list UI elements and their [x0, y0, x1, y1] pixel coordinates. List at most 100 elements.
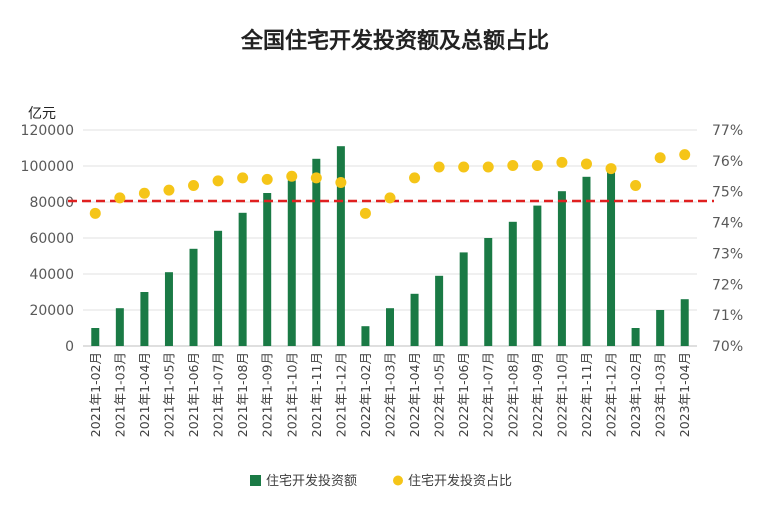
- x-tick-label: 2023年1-02月: [628, 352, 643, 437]
- dot: [310, 172, 322, 184]
- x-tick-label: 2021年1-08月: [235, 352, 250, 437]
- y-right-tick-label: 74%: [712, 216, 743, 232]
- dot: [531, 159, 543, 171]
- legend: 住宅开发投资额 住宅开发投资占比: [250, 473, 512, 489]
- bar: [557, 191, 566, 346]
- x-tick-label: 2022年1-02月: [358, 352, 373, 437]
- x-tick-label: 2022年1-09月: [530, 352, 545, 437]
- legend-label-bar: 住宅开发投资额: [266, 473, 357, 489]
- x-axis-ticks: 2021年1-02月 2021年1-03月 2021年1-04月 2021年1-05月…: [88, 352, 692, 437]
- bar: [164, 272, 173, 346]
- y-left-tick-label: 100000: [21, 159, 74, 175]
- bar: [336, 146, 345, 346]
- dot: [114, 192, 126, 204]
- dot: [384, 192, 396, 204]
- dot: [556, 156, 568, 168]
- x-tick-label: 2021年1-04月: [137, 352, 152, 437]
- bar: [631, 328, 640, 346]
- y-left-tick-label: 40000: [29, 267, 74, 283]
- dot: [507, 159, 519, 171]
- y-right-tick-label: 75%: [712, 185, 743, 201]
- right-axis-ticks: 77% 76% 75% 74% 73% 72% 71% 70%: [712, 123, 743, 355]
- dot-series: [89, 149, 691, 219]
- dot: [261, 173, 273, 185]
- dot: [482, 161, 494, 173]
- dot: [163, 184, 175, 196]
- bar: [410, 293, 419, 346]
- bar: [91, 328, 100, 346]
- bar: [484, 238, 493, 346]
- dot: [89, 207, 101, 219]
- x-tick-label: 2021年1-09月: [260, 352, 275, 437]
- x-tick-label: 2022年1-10月: [554, 352, 569, 437]
- x-tick-label: 2021年1-06月: [186, 352, 201, 437]
- x-tick-label: 2021年1-05月: [161, 352, 176, 437]
- dot: [237, 172, 249, 184]
- chart-title: 全国住宅开发投资额及总额占比: [240, 28, 549, 54]
- x-tick-label: 2021年1-07月: [211, 352, 226, 437]
- bar: [140, 292, 149, 346]
- dot: [605, 163, 617, 175]
- bar: [312, 158, 321, 346]
- y-left-tick-label: 20000: [29, 303, 74, 319]
- x-tick-label: 2023年1-03月: [653, 352, 668, 437]
- dot: [630, 180, 642, 192]
- x-tick-label: 2022年1-05月: [432, 352, 447, 437]
- bar: [238, 212, 247, 346]
- dot: [335, 176, 347, 188]
- x-tick-label: 2022年1-12月: [604, 352, 619, 437]
- bar: [361, 326, 370, 346]
- bar: [459, 252, 468, 346]
- x-tick-label: 2022年1-08月: [505, 352, 520, 437]
- y-right-tick-label: 73%: [712, 246, 743, 262]
- x-tick-label: 2021年1-02月: [88, 352, 103, 437]
- bar: [533, 205, 542, 346]
- y-left-tick-label: 0: [65, 339, 74, 355]
- bar: [680, 299, 689, 346]
- y-left-tick-label: 60000: [29, 231, 74, 247]
- dot: [580, 158, 592, 170]
- dot: [433, 161, 445, 173]
- bar: [115, 308, 124, 346]
- x-tick-label: 2023年1-04月: [677, 352, 692, 437]
- left-axis-ticks: 120000 100000 80000 60000 40000 20000 0: [21, 123, 74, 355]
- x-tick-label: 2022年1-04月: [407, 352, 422, 437]
- x-tick-label: 2021年1-03月: [112, 352, 127, 437]
- x-tick-label: 2021年1-10月: [284, 352, 299, 437]
- y-right-tick-label: 72%: [712, 277, 743, 293]
- x-tick-label: 2022年1-03月: [383, 352, 398, 437]
- x-tick-label: 2021年1-12月: [333, 352, 348, 437]
- bar: [386, 308, 394, 346]
- y-right-tick-label: 77%: [712, 123, 743, 139]
- legend-swatch-bar: [250, 475, 261, 486]
- bar: [189, 248, 198, 346]
- dot: [212, 175, 224, 187]
- y-right-tick-label: 71%: [712, 308, 743, 324]
- y-right-tick-label: 76%: [712, 154, 743, 170]
- bar: [435, 275, 444, 346]
- dot: [409, 172, 421, 184]
- bar: [656, 310, 665, 346]
- dot: [188, 180, 200, 192]
- dot: [654, 152, 666, 164]
- bar: [607, 169, 616, 346]
- legend-swatch-dot: [393, 475, 403, 486]
- x-tick-label: 2022年1-07月: [481, 352, 496, 437]
- bar: [582, 176, 591, 346]
- dot: [458, 161, 470, 173]
- bar: [287, 180, 296, 346]
- y-left-tick-label: 80000: [29, 195, 74, 211]
- dot: [138, 187, 150, 199]
- x-tick-label: 2022年1-06月: [456, 352, 471, 437]
- y-left-tick-label: 120000: [21, 123, 74, 139]
- x-tick-label: 2022年1-11月: [579, 352, 594, 437]
- x-tick-label: 2021年1-11月: [309, 352, 324, 437]
- legend-label-dot: 住宅开发投资占比: [408, 473, 512, 489]
- bar: [508, 221, 517, 346]
- y-axis-unit: 亿元: [28, 106, 56, 122]
- bar: [214, 230, 223, 346]
- dot: [359, 207, 371, 219]
- y-right-tick-label: 70%: [712, 339, 743, 355]
- dot: [679, 149, 691, 161]
